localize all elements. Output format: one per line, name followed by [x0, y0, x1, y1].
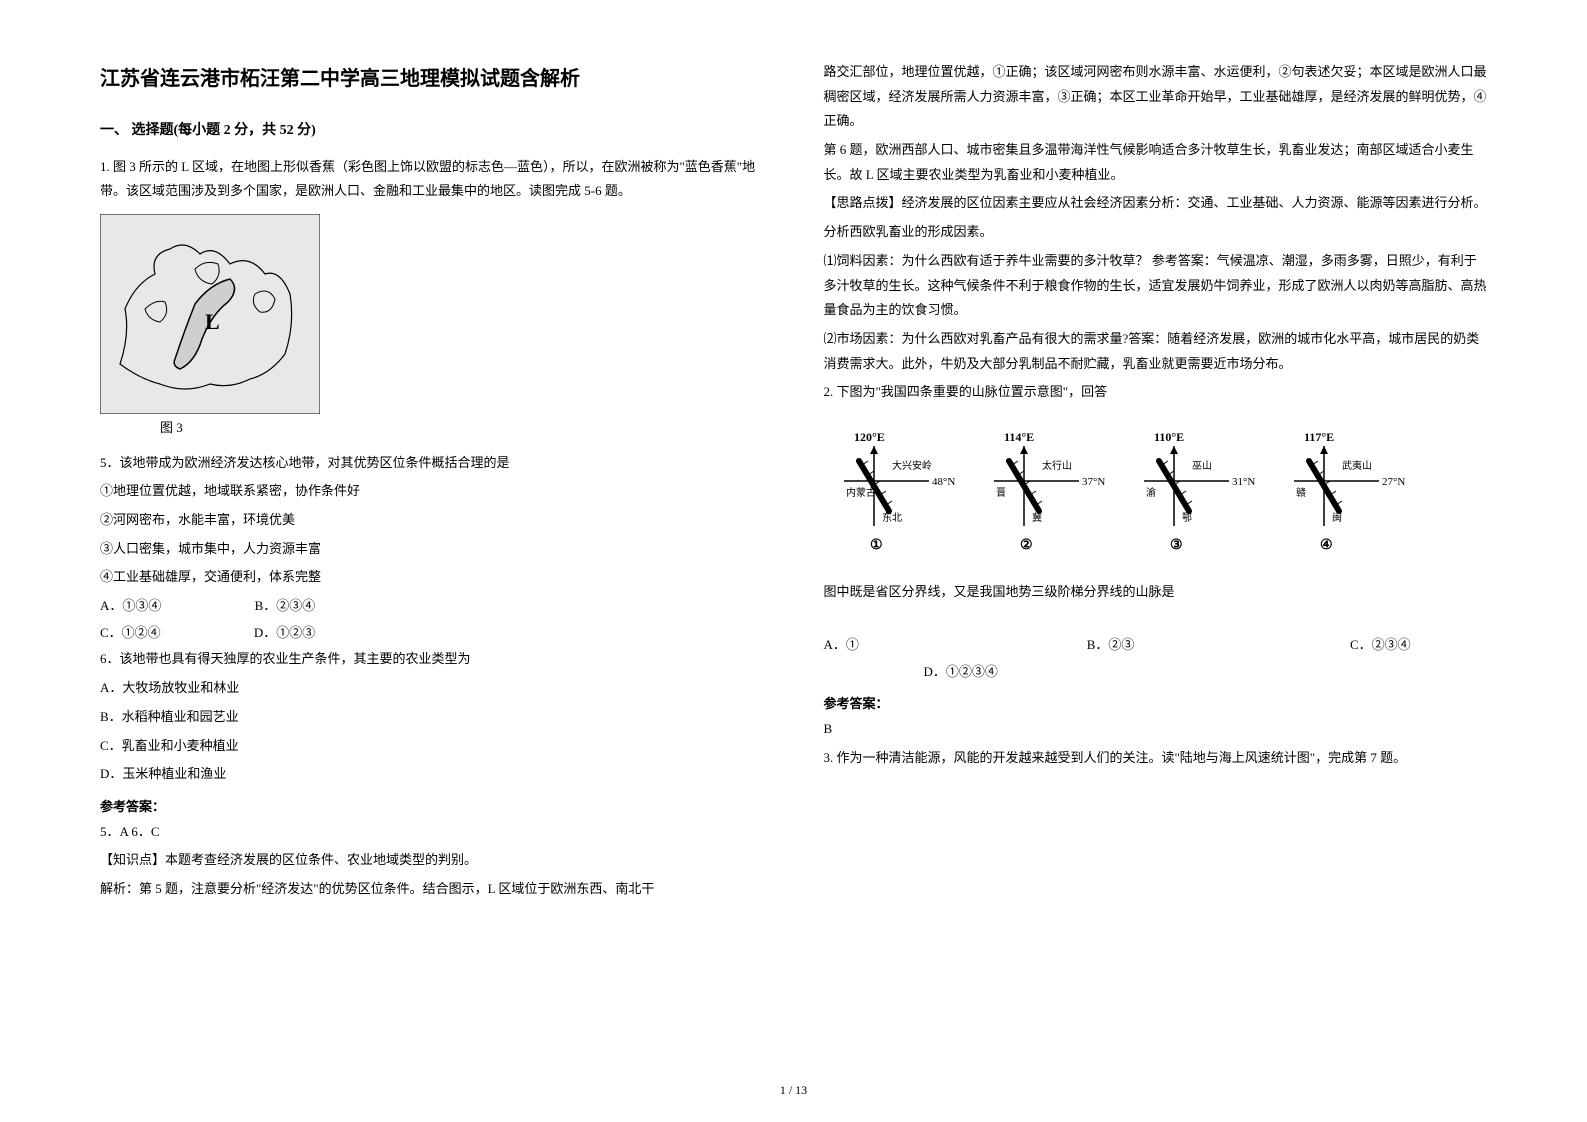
q1-stem: 1. 图 3 所示的 L 区域，在地图上形似香蕉（彩色图上饰以欧盟的标志色—蓝色…	[100, 155, 764, 204]
svg-text:内蒙古: 内蒙古	[846, 486, 876, 499]
q1-answer: 5．A 6．C	[100, 820, 764, 845]
q1-tip: 【思路点拨】经济发展的区位因素主要应从社会经济因素分析：交通、工业基础、人力资源…	[824, 191, 1488, 216]
svg-text:闽: 闽	[1332, 511, 1342, 524]
q6-stem: 6．该地带也具有得天独厚的农业生产条件，其主要的农业类型为	[100, 647, 764, 672]
q1-answer-label: 参考答案：	[100, 795, 764, 820]
section-heading: 一、 选择题(每小题 2 分，共 52 分)	[100, 118, 764, 145]
q5-optB: B．②③④	[255, 594, 316, 619]
q5-cond4: ④工业基础雄厚，交通便利，体系完整	[100, 565, 764, 590]
svg-text:武夷山: 武夷山	[1342, 459, 1372, 472]
q2-options-row2: D．①②③④	[924, 660, 1488, 685]
svg-text:48°N: 48°N	[932, 476, 955, 488]
q1-tip3: ⑴饲料因素：为什么西欧有适于养牛业需要的多汁牧草？ 参考答案：气候温凉、潮湿，多…	[824, 249, 1488, 323]
svg-text:②: ②	[1020, 538, 1033, 553]
q2-optB: B．②③	[1087, 633, 1347, 658]
q1-explain-part2: 路交汇部位，地理位置优越，①正确；该区域河网密布则水源丰富、水运便利，②句表述欠…	[824, 60, 1488, 134]
svg-text:27°N: 27°N	[1382, 476, 1405, 488]
q6-optC: C．乳畜业和小麦种植业	[100, 734, 764, 759]
q5-cond3: ③人口密集，城市集中，人力资源丰富	[100, 537, 764, 562]
left-column: 江苏省连云港市柘汪第二中学高三地理模拟试题含解析 一、 选择题(每小题 2 分，…	[100, 60, 764, 1082]
svg-text:冀: 冀	[1032, 511, 1042, 524]
q5-optC: C．①②④	[100, 621, 161, 646]
svg-text:大兴安岭: 大兴安岭	[892, 459, 932, 472]
q1-tip4: ⑵市场因素：为什么西欧对乳畜产品有很大的需求量?答案：随着经济发展，欧洲的城市化…	[824, 327, 1488, 376]
q2-answer-label: 参考答案：	[824, 692, 1488, 717]
svg-text:114°E: 114°E	[1004, 430, 1034, 444]
q1-explain-part1: 解析：第 5 题，注意要分析"经济发达"的优势区位条件。结合图示，L 区域位于欧…	[100, 877, 764, 902]
svg-text:巫山: 巫山	[1192, 460, 1212, 472]
mountains-svg: 120°E 48°N 内蒙古 大兴安岭东北 ① 114°E 37°N 晋 太行山冀 ② 110°E 3…	[824, 421, 1424, 561]
q2-options-row1: A．① B．②③ C．②③④	[824, 633, 1488, 658]
L-label: L	[205, 309, 220, 334]
figure-3: L 图 3	[100, 214, 764, 441]
q5-options-row1: A．①③④ B．②③④	[100, 594, 764, 619]
figure-3-caption: 图 3	[160, 416, 764, 441]
q2-optA: A．①	[824, 633, 1084, 658]
page-footer: 1 / 13	[780, 1079, 807, 1102]
europe-map-svg: L	[100, 214, 320, 414]
svg-text:赣: 赣	[1296, 486, 1306, 499]
svg-text:31°N: 31°N	[1232, 476, 1255, 488]
q3-stem: 3. 作为一种清洁能源，风能的开发越来越受到人们的关注。读"陆地与海上风速统计图…	[824, 746, 1488, 771]
right-column: 路交汇部位，地理位置优越，①正确；该区域河网密布则水源丰富、水运便利，②句表述欠…	[824, 60, 1488, 1082]
svg-text:鄂: 鄂	[1182, 512, 1192, 524]
svg-text:110°E: 110°E	[1154, 430, 1184, 444]
q2-optD: D．①②③④	[924, 664, 998, 679]
document-title: 江苏省连云港市柘汪第二中学高三地理模拟试题含解析	[100, 60, 764, 98]
q2-subquestion: 图中既是省区分界线，又是我国地势三级阶梯分界线的山脉是	[824, 580, 1488, 605]
svg-text:①: ①	[870, 538, 883, 553]
q1-explain-q6: 第 6 题，欧洲西部人口、城市密集且多温带海洋性气候影响适合多汁牧草生长，乳畜业…	[824, 138, 1488, 187]
svg-text:渝: 渝	[1146, 486, 1156, 499]
q5-cond2: ②河网密布，水能丰富，环境优美	[100, 508, 764, 533]
svg-text:③: ③	[1170, 538, 1183, 553]
q2-stem: 2. 下图为"我国四条重要的山脉位置示意图"，回答	[824, 380, 1488, 405]
q6-optB: B．水稻种植业和园艺业	[100, 705, 764, 730]
q5-options-row2: C．①②④ D．①②③	[100, 621, 764, 646]
q5-stem: 5．该地带成为欧洲经济发达核心地带，对其优势区位条件概括合理的是	[100, 451, 764, 476]
q5-optA: A．①③④	[100, 594, 161, 619]
q1-knowledge-point: 【知识点】本题考查经济发展的区位条件、农业地域类型的判别。	[100, 848, 764, 873]
q2-optC: C．②③④	[1350, 637, 1411, 652]
q1-tip2: 分析西欧乳畜业的形成因素。	[824, 220, 1488, 245]
q5-optD: D．①②③	[254, 621, 315, 646]
svg-text:120°E: 120°E	[854, 430, 885, 444]
q6-optD: D．玉米种植业和渔业	[100, 762, 764, 787]
svg-text:37°N: 37°N	[1082, 476, 1105, 488]
mountain-diagram: 120°E 48°N 内蒙古 大兴安岭东北 ① 114°E 37°N 晋 太行山冀 ② 110°E 3…	[824, 421, 1488, 570]
svg-text:晋: 晋	[996, 487, 1006, 499]
q5-cond1: ①地理位置优越，地域联系紧密，协作条件好	[100, 479, 764, 504]
svg-text:④: ④	[1320, 538, 1333, 553]
svg-text:东北: 东北	[882, 511, 902, 524]
q2-answer: B	[824, 717, 1488, 742]
svg-text:太行山: 太行山	[1042, 459, 1072, 472]
q6-optA: A．大牧场放牧业和林业	[100, 676, 764, 701]
svg-text:117°E: 117°E	[1304, 430, 1334, 444]
